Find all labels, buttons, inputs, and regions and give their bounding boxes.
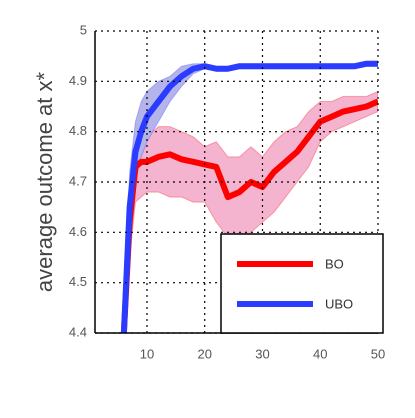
line xyxy=(120,98,378,333)
y-tick-label: 4.7 xyxy=(69,173,87,188)
y-tick-label: 4.8 xyxy=(69,123,87,138)
x-tick-label: 40 xyxy=(313,346,327,361)
legend-box xyxy=(220,233,384,334)
y-axis-label: average outcome at x* xyxy=(32,72,57,293)
confidence-band xyxy=(123,60,378,333)
x-tick-label: 20 xyxy=(198,346,212,361)
y-tick-label: 4.5 xyxy=(69,274,87,289)
y-tick-label: 5 xyxy=(80,22,87,37)
y-tick-label: 4.6 xyxy=(69,224,87,239)
y-tick-label: 4.4 xyxy=(69,324,87,339)
legend-label: UBO xyxy=(325,296,353,311)
x-tick-label: 30 xyxy=(255,346,269,361)
y-tick-label: 4.9 xyxy=(69,73,87,88)
legend-label: BO xyxy=(325,256,344,271)
confidence-band xyxy=(123,90,378,333)
x-tick-label: 50 xyxy=(371,346,385,361)
x-tick-label: 10 xyxy=(140,346,154,361)
